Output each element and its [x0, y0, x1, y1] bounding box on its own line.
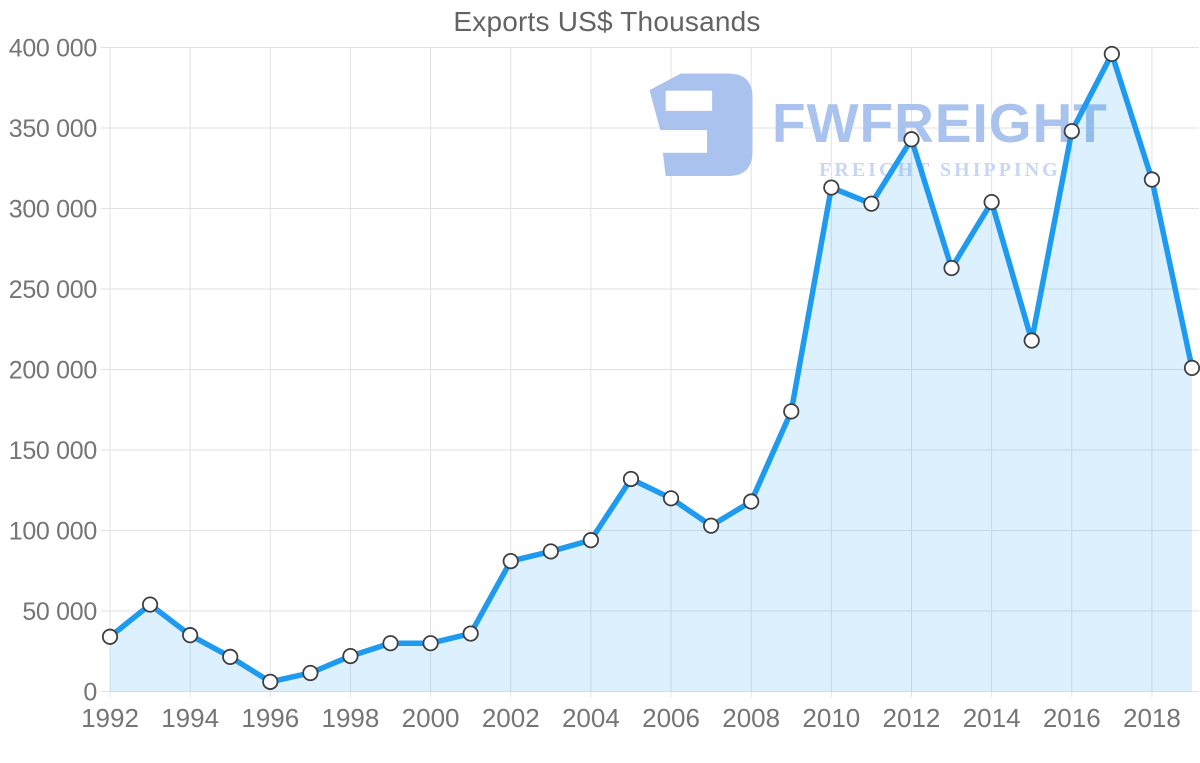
data-point-2002[interactable]: [502, 552, 519, 570]
x-tick-label: 2000: [402, 703, 460, 733]
x-tick-label: 1998: [322, 703, 380, 733]
x-tick-label: 2014: [963, 703, 1021, 733]
y-tick-label: 400 000: [9, 35, 97, 63]
data-point-1998[interactable]: [342, 647, 359, 665]
series-line: [107, 51, 1195, 685]
data-point-2012[interactable]: [903, 131, 920, 148]
x-tick-label: 1994: [161, 703, 219, 733]
data-point-2000[interactable]: [422, 635, 439, 652]
data-point-2016[interactable]: [1063, 123, 1080, 140]
data-point-1996[interactable]: [262, 673, 279, 690]
watermark-text: FWFREIGHT FREIGHT SHIPPING: [772, 96, 1108, 182]
y-tick-label: 200 000: [9, 357, 97, 385]
data-point-2013[interactable]: [943, 259, 960, 277]
chart-title: Exports US$ Thousands: [453, 6, 761, 37]
data-point-1992[interactable]: [101, 628, 119, 645]
y-tick-label: 50 000: [22, 598, 97, 626]
x-tick-label: 2006: [642, 703, 700, 733]
fwfreight-logo-icon: [648, 72, 754, 182]
data-point-1994[interactable]: [182, 627, 199, 644]
x-tick-label: 1996: [241, 703, 299, 733]
y-tick-label: 100 000: [9, 518, 97, 546]
data-point-2005[interactable]: [622, 470, 640, 488]
series-area-fill: [110, 53, 1192, 692]
data-point-2008[interactable]: [743, 493, 760, 510]
data-point-2006[interactable]: [662, 490, 680, 507]
data-point-1999[interactable]: [382, 635, 399, 652]
data-point-2001[interactable]: [462, 625, 479, 642]
x-tick-label: 2004: [562, 703, 620, 733]
data-point-2017[interactable]: [1103, 45, 1120, 63]
data-point-2009[interactable]: [783, 403, 800, 420]
data-point-1997[interactable]: [302, 664, 319, 682]
data-point-2014[interactable]: [983, 193, 1000, 211]
x-tick-label: 2016: [1043, 703, 1101, 733]
x-tick-label: 2002: [482, 703, 540, 733]
data-point-2019[interactable]: [1183, 359, 1200, 376]
y-tick-label: 300 000: [9, 196, 97, 224]
data-point-2011[interactable]: [863, 195, 880, 212]
data-point-2015[interactable]: [1023, 332, 1040, 349]
y-tick-label: 0: [83, 679, 97, 707]
data-point-1993[interactable]: [141, 596, 159, 613]
data-point-1995[interactable]: [222, 648, 239, 665]
x-tick-label: 2012: [883, 703, 941, 733]
data-point-2018[interactable]: [1143, 171, 1161, 188]
data-point-2007[interactable]: [703, 517, 720, 534]
data-point-2010[interactable]: [823, 179, 840, 196]
watermark-tagline: FREIGHT SHIPPING: [819, 159, 1061, 181]
y-tick-label: 150 000: [9, 437, 97, 465]
x-tick-label: 2018: [1123, 703, 1181, 733]
watermark: FWFREIGHT FREIGHT SHIPPING: [648, 72, 1108, 182]
y-tick-label: 350 000: [9, 115, 97, 143]
x-tick-label: 1992: [81, 703, 139, 733]
watermark-brand: FWFREIGHT: [772, 92, 1108, 154]
data-point-2003[interactable]: [542, 543, 559, 560]
data-point-2004[interactable]: [582, 532, 599, 549]
y-tick-label: 250 000: [9, 276, 97, 304]
x-tick-label: 2010: [802, 703, 860, 733]
x-tick-label: 2008: [722, 703, 780, 733]
